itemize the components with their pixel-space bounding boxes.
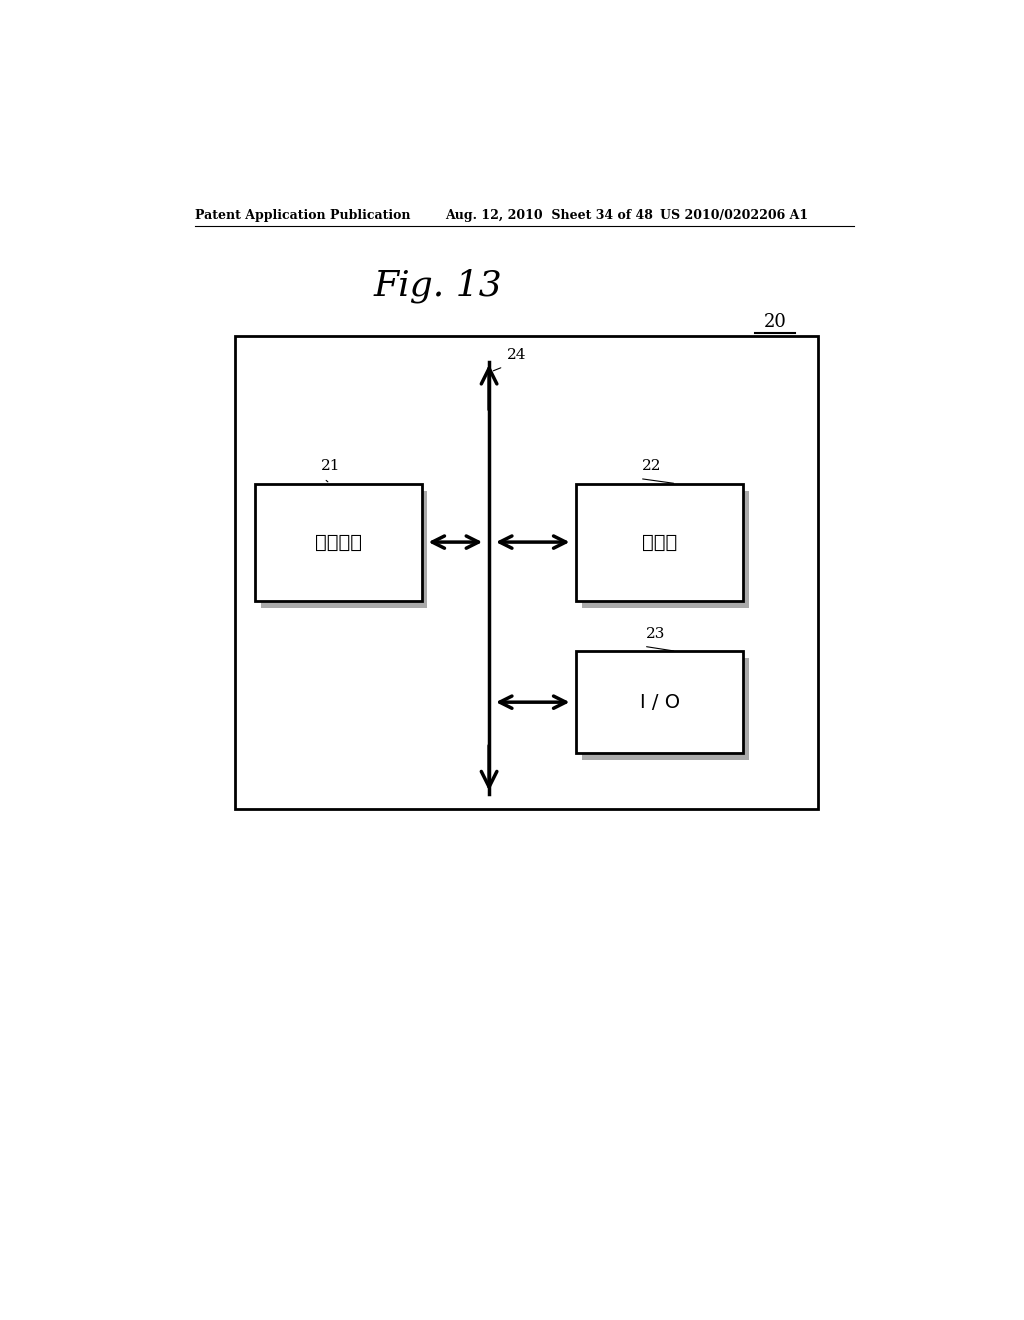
Text: 20: 20 [763, 313, 786, 331]
Bar [260, 491, 427, 607]
Bar [577, 651, 743, 752]
Text: 메모리: 메모리 [642, 532, 677, 552]
Text: 21: 21 [321, 459, 340, 474]
Text: US 2010/0202206 A1: US 2010/0202206 A1 [659, 209, 808, 222]
Text: 프로세서: 프로세서 [314, 532, 361, 552]
Bar [582, 659, 749, 760]
Text: 23: 23 [646, 627, 666, 642]
Bar [236, 337, 818, 809]
Text: Aug. 12, 2010  Sheet 34 of 48: Aug. 12, 2010 Sheet 34 of 48 [445, 209, 653, 222]
Bar [255, 483, 422, 601]
Text: 22: 22 [642, 459, 662, 474]
Bar [582, 491, 749, 607]
Text: I / O: I / O [640, 693, 680, 711]
Text: Fig. 13: Fig. 13 [373, 268, 502, 302]
Bar [577, 483, 743, 601]
Text: Patent Application Publication: Patent Application Publication [196, 209, 411, 222]
Text: 24: 24 [507, 347, 526, 362]
